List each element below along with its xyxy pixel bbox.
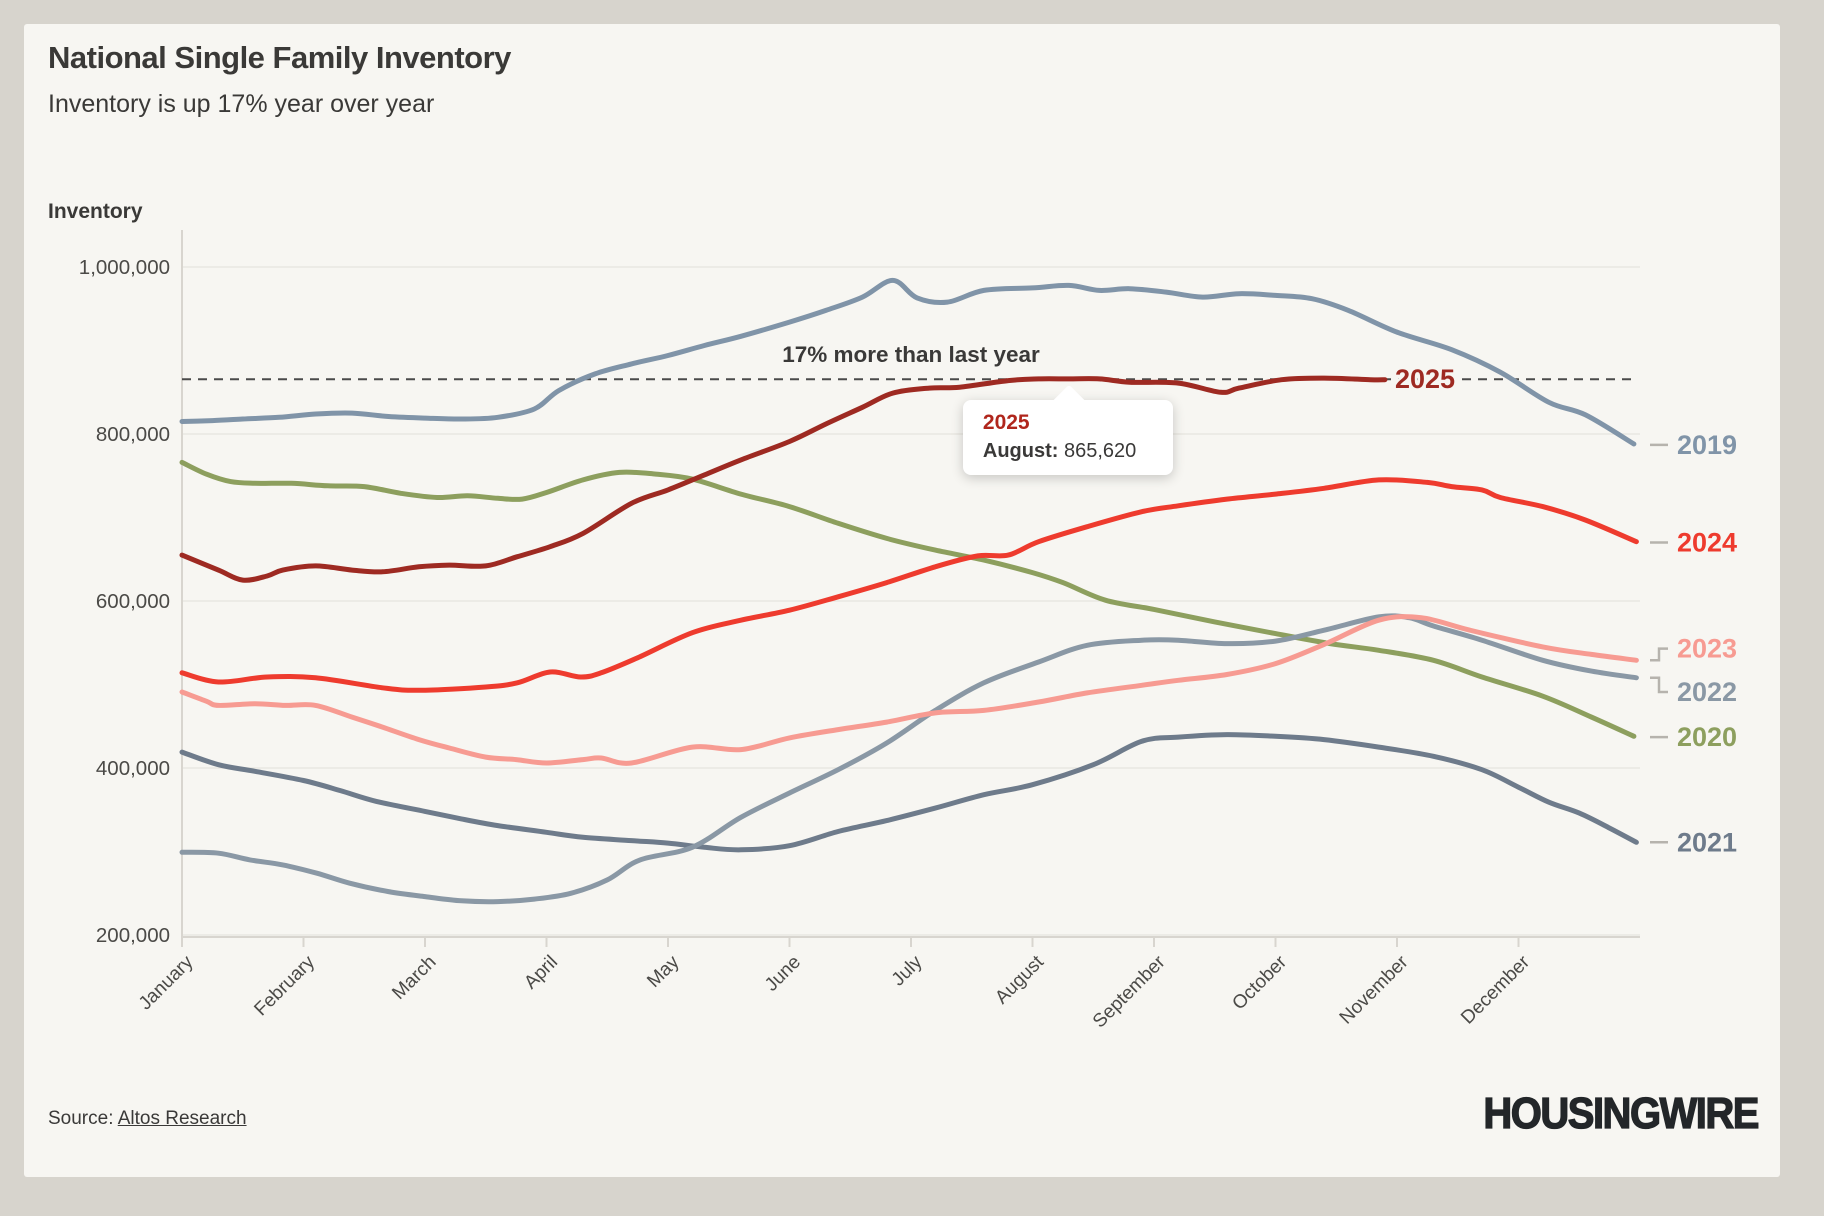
year-label-2024: 2024 [1677, 528, 1737, 558]
series-line-2024 [179, 477, 1639, 693]
x-tick-label: April [520, 952, 562, 994]
y-tick-label: 800,000 [96, 423, 170, 446]
label-leader-2023 [1650, 647, 1668, 662]
series-line-2020 [179, 459, 1637, 739]
x-tick-label: February [250, 951, 319, 1020]
x-tick-label: January [135, 951, 198, 1014]
x-tick-label: November [1336, 951, 1413, 1028]
x-tick-label: August [991, 951, 1048, 1008]
year-label-2023: 2023 [1677, 634, 1737, 664]
tooltip-year: 2025 [982, 411, 1030, 435]
series-line-2025 [179, 375, 1388, 583]
tooltip-value: 865,620 [1064, 440, 1137, 463]
label-leader-2022 [1650, 676, 1668, 694]
year-label-2019: 2019 [1677, 430, 1737, 460]
year-label-2022: 2022 [1677, 677, 1737, 707]
source-link[interactable]: Altos Research [117, 1108, 247, 1129]
tooltip: 2025 August: 865,620 [962, 384, 1173, 476]
page-subtitle: Inventory is up 17% year over year [48, 90, 435, 118]
tooltip-value-row: August: 865,620 [983, 440, 1153, 463]
reference-annotation: 17% more than last year [782, 342, 1040, 367]
source-line: Source: Altos Research [48, 1108, 247, 1130]
year-label-2020: 2020 [1677, 722, 1737, 752]
year-label-2025: 2025 [1395, 364, 1455, 394]
x-tick-label: July [888, 951, 927, 990]
series-line-2023 [179, 614, 1639, 766]
housingwire-logo: HOUSINGWIRE [1483, 1090, 1760, 1139]
x-tick-label: December [1457, 951, 1534, 1028]
y-tick-label: 1,000,000 [79, 256, 170, 279]
y-axis-title: Inventory [48, 200, 143, 223]
series-line-2021 [179, 732, 1639, 853]
x-tick-label: October [1228, 951, 1291, 1014]
page-title: National Single Family Inventory [48, 40, 511, 75]
y-tick-label: 200,000 [96, 924, 170, 947]
x-tick-label: September [1089, 951, 1170, 1032]
source-prefix: Source: [48, 1108, 114, 1129]
series-line-2019 [179, 277, 1637, 447]
x-tick-label: March [388, 952, 440, 1004]
x-tick-label: June [761, 952, 805, 996]
y-tick-label: 400,000 [96, 757, 170, 780]
x-tick-label: May [643, 951, 684, 992]
y-tick-label: 600,000 [96, 590, 170, 613]
year-label-2021: 2021 [1677, 827, 1737, 857]
tooltip-month: August: [982, 440, 1059, 463]
